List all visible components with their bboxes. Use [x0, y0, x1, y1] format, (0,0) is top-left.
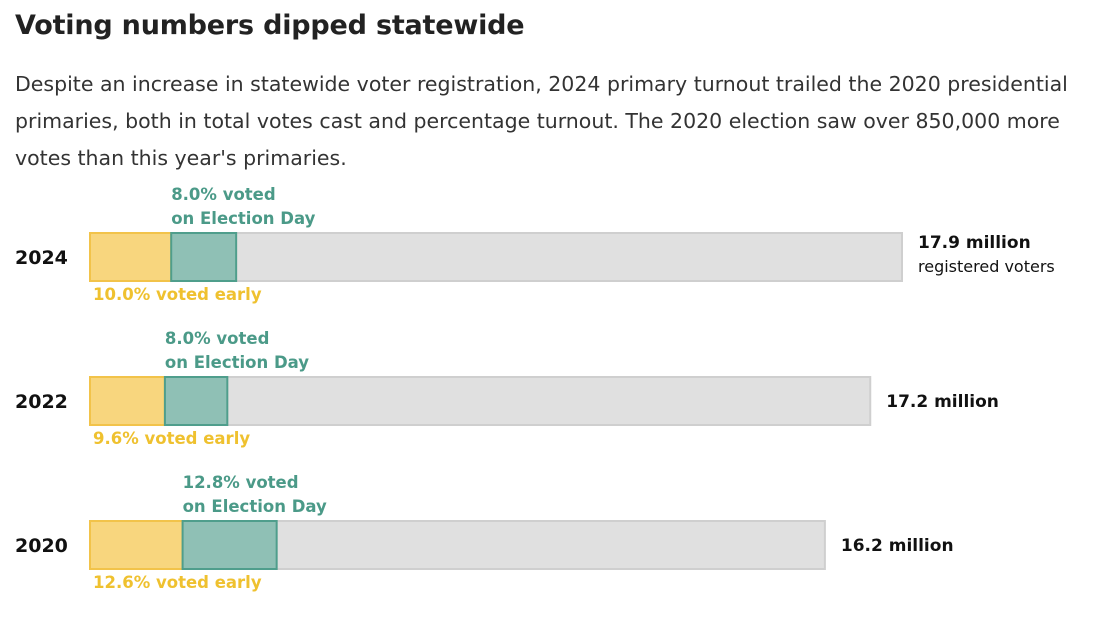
turnout-bar-chart: 2024 8.0% voted on Election Day 10.0% voted… — [15, 185, 1055, 592]
early-vote-label: 10.0% voted early — [93, 285, 262, 304]
registered-total-label: 17.2 million — [886, 392, 999, 412]
year-label: 2020 — [15, 535, 68, 557]
registered-total-sublabel: registered voters — [918, 257, 1055, 276]
early-vote-bar — [89, 376, 166, 426]
year-label: 2022 — [15, 391, 68, 413]
election-day-bar — [163, 376, 229, 426]
election-day-label: 8.0% voted — [165, 329, 270, 348]
registered-total-label: 16.2 million — [841, 536, 954, 556]
early-vote-bar — [89, 232, 173, 282]
registered-total-label: 17.9 million — [918, 233, 1031, 253]
early-vote-label: 12.6% voted early — [93, 573, 262, 592]
chart-subtitle: Despite an increase in statewide voter r… — [15, 72, 1068, 170]
chart-title: Voting numbers dipped statewide — [15, 10, 525, 41]
election-day-label: on Election Day — [165, 353, 309, 372]
election-day-bar — [181, 520, 278, 570]
election-day-label: on Election Day — [183, 497, 327, 516]
year-label: 2024 — [15, 247, 68, 269]
election-day-label: 8.0% voted — [171, 185, 276, 204]
election-day-bar — [170, 232, 238, 282]
election-day-label: 12.8% voted — [183, 473, 299, 492]
election-day-label: on Election Day — [171, 209, 315, 228]
early-vote-bar — [89, 520, 184, 570]
early-vote-label: 9.6% voted early — [93, 429, 250, 448]
